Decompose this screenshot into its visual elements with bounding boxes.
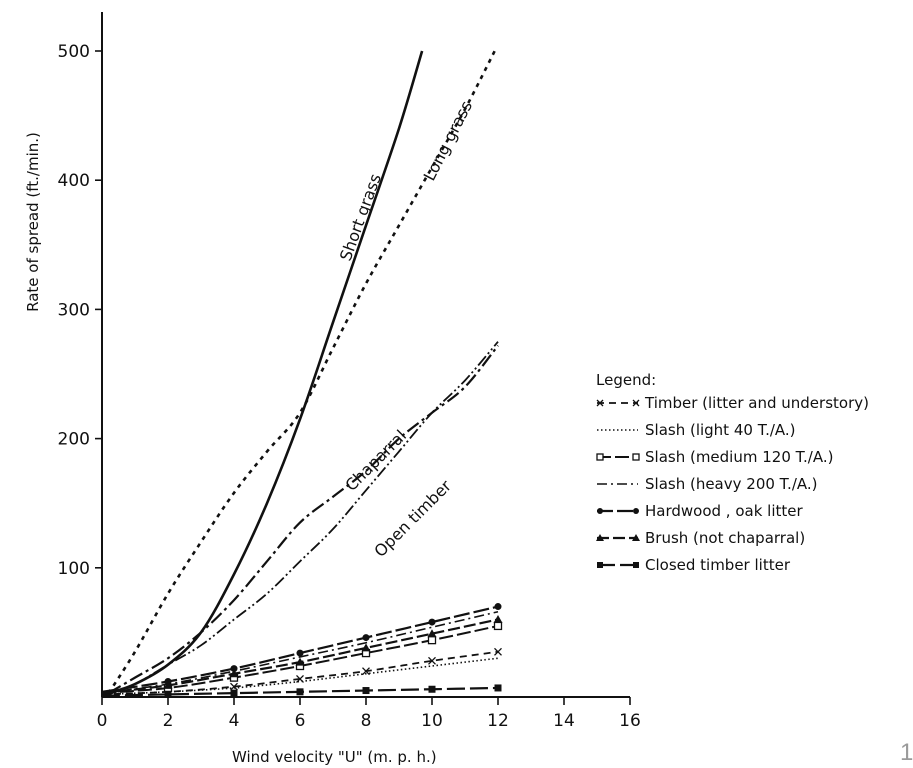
y-tick-label: 100: [58, 559, 90, 579]
legend-item: Closed timber litter: [597, 556, 791, 574]
x-tick-label: 4: [229, 711, 240, 731]
y-tick-label: 200: [58, 430, 90, 450]
y-tick-label: 500: [58, 42, 90, 62]
marker-square: [164, 690, 172, 698]
x-tick-label: 2: [163, 711, 174, 731]
legend-label: Slash (light 40 T./A.): [645, 421, 796, 439]
marker-circle: [362, 634, 370, 642]
marker-open-square: [427, 636, 437, 645]
y-axis-ticks: 100 200 300 400 500: [58, 42, 102, 579]
marker-triangle: [632, 534, 640, 541]
x-tick-label: 14: [553, 711, 575, 731]
series-chaparral: [108, 344, 499, 695]
x-tick-label: 6: [295, 711, 306, 731]
marker-square: [428, 685, 436, 693]
legend-item: Brush (not chaparral): [596, 529, 805, 547]
series-line: [107, 50, 496, 694]
marker-triangle: [361, 643, 371, 652]
marker-x: [494, 647, 502, 656]
marker-square: [362, 687, 370, 695]
marker-open-square: [493, 621, 503, 631]
series-brush-not-chaparral: [101, 614, 503, 695]
x-tick-label: 16: [619, 711, 641, 731]
marker-x: [230, 682, 238, 691]
legend-label: Hardwood , oak litter: [645, 502, 803, 520]
marker-x: [428, 656, 436, 665]
marker-triangle: [596, 534, 604, 541]
marker-circle: [633, 508, 639, 514]
axes: [101, 12, 630, 698]
curve-label-short-grass: Short grass: [336, 171, 385, 263]
marker-triangle: [493, 614, 503, 623]
series-open-timber: [108, 341, 499, 696]
marker-triangle: [229, 669, 239, 678]
marker-square: [296, 688, 304, 696]
curve-label-long-grass: Long grass: [420, 98, 476, 184]
legend: Legend: Timber (litter and understory) Sl…: [596, 371, 869, 574]
legend-label: Closed timber litter: [645, 556, 791, 574]
marker-open-square: [632, 453, 640, 461]
legend-item: Slash (medium 120 T./A.): [596, 448, 833, 466]
marker-triangle: [427, 629, 437, 638]
legend-item: Timber (litter and understory): [596, 394, 869, 412]
marker-square: [494, 684, 502, 692]
series-line: [108, 341, 499, 696]
legend-title: Legend:: [596, 371, 656, 389]
legend-label: Brush (not chaparral): [645, 529, 805, 547]
marker-triangle: [163, 680, 173, 689]
marker-x: [596, 399, 604, 407]
legend-item: Slash (light 40 T./A.): [597, 421, 796, 439]
legend-label: Timber (litter and understory): [644, 394, 869, 412]
y-axis-title: Rate of spread (ft./min.): [24, 132, 42, 312]
marker-triangle: [295, 657, 305, 666]
series-line: [108, 344, 499, 695]
x-tick-label: 12: [487, 711, 509, 731]
x-tick-label: 8: [361, 711, 372, 731]
series-hardwood-oak-litter: [101, 603, 502, 693]
marker-circle: [428, 618, 436, 626]
marker-x: [362, 667, 370, 676]
series-short-grass: [108, 50, 424, 695]
x-axis-ticks: 0 2 4 6 8 10 12 14 16: [97, 697, 641, 731]
curve-label-open-timber: Open timber: [370, 476, 455, 561]
x-tick-label: 10: [421, 711, 443, 731]
curve-label-chaparral: Chaparral: [341, 426, 410, 495]
series-closed-timber-litter: [101, 684, 502, 698]
legend-label: Slash (medium 120 T./A.): [645, 448, 833, 466]
marker-circle: [494, 603, 502, 611]
y-tick-label: 300: [58, 300, 90, 320]
series-line: [108, 50, 424, 695]
series-layer: [101, 50, 503, 698]
legend-item: Slash (heavy 200 T./A.): [597, 475, 818, 493]
marker-square: [230, 689, 238, 697]
series-long-grass: [107, 50, 496, 694]
marker-circle: [230, 665, 238, 673]
marker-x: [632, 399, 640, 407]
y-tick-label: 400: [58, 171, 90, 191]
marker-circle: [296, 649, 304, 657]
marker-square: [597, 562, 603, 568]
legend-item: Hardwood , oak litter: [597, 502, 803, 520]
marker-open-square: [596, 453, 604, 461]
marker-square: [633, 562, 639, 568]
legend-label: Slash (heavy 200 T./A.): [645, 475, 818, 493]
x-axis-title: Wind velocity "U" (m. p. h.): [232, 748, 437, 766]
page-number: 1: [900, 739, 913, 766]
x-tick-label: 0: [97, 711, 108, 731]
marker-circle: [597, 508, 603, 514]
